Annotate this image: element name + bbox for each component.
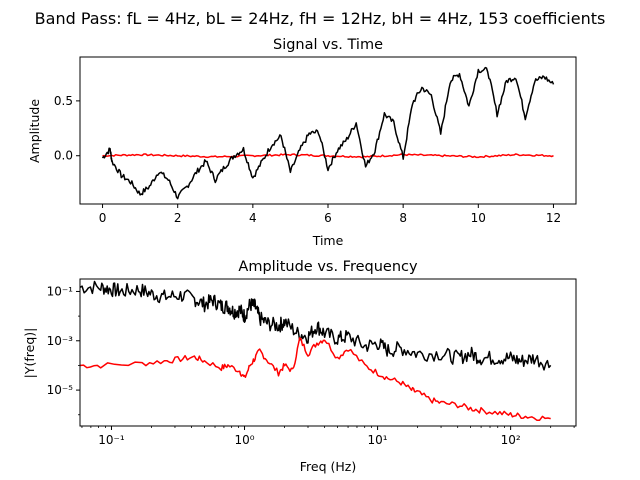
- signal-vs-time-chart: Signal vs. Time 0 2 4 6 8 10 12 0.0 0.5 Time Am…: [27, 37, 577, 248]
- frequency-x-axis-label: Freq (Hz): [300, 459, 356, 474]
- frequency-x-axis: 10⁻¹ 10⁰ 10¹ 10²: [81, 426, 575, 447]
- amplitude-vs-frequency-chart: Amplitude vs. Frequency 10⁻¹ 10⁰ 10¹ 10² 10…: [22, 259, 577, 474]
- original-signal-line: [101, 66, 555, 200]
- filtered-signal-line: [102, 153, 554, 159]
- signal-y-tick-label: 0.5: [54, 94, 73, 108]
- frequency-x-tick-label: 10²: [501, 433, 521, 447]
- filtered-spectrum-line: [79, 337, 551, 421]
- frequency-chart-frame: [79, 278, 577, 427]
- signal-chart-frame: [79, 56, 577, 205]
- signal-y-axis: 0.0 0.5: [54, 94, 80, 163]
- frequency-y-tick-label: 10⁻⁵: [47, 383, 74, 397]
- signal-x-axis: 0 2 4 6 8 10 12: [99, 204, 561, 225]
- frequency-y-axis-label: |Y(freq)|: [22, 328, 37, 379]
- frequency-chart-title: Amplitude vs. Frequency: [238, 259, 418, 275]
- signal-x-tick-label: 4: [249, 211, 257, 225]
- signal-x-tick-label: 0: [99, 211, 107, 225]
- signal-chart-title: Signal vs. Time: [273, 37, 383, 53]
- signal-y-axis-label: Amplitude: [27, 99, 42, 163]
- signal-y-tick-label: 0.0: [54, 149, 73, 163]
- frequency-y-tick-label: 10⁻³: [47, 334, 74, 348]
- signal-x-axis-label: Time: [312, 233, 344, 248]
- frequency-y-tick-label: 10⁻¹: [47, 284, 74, 298]
- frequency-x-tick-label: 10⁻¹: [98, 433, 125, 447]
- signal-x-tick-label: 10: [471, 211, 486, 225]
- original-spectrum-series: [79, 280, 552, 371]
- frequency-x-tick-label: 10⁰: [234, 433, 254, 447]
- original-spectrum-line: [79, 280, 552, 371]
- filtered-signal-series: [102, 153, 554, 159]
- signal-x-tick-label: 2: [174, 211, 182, 225]
- original-signal-series: [101, 66, 555, 200]
- signal-x-tick-label: 8: [399, 211, 407, 225]
- frequency-y-axis: 10⁻⁵ 10⁻³ 10⁻¹: [47, 284, 80, 416]
- signal-x-tick-label: 12: [546, 211, 561, 225]
- frequency-x-tick-label: 10¹: [368, 433, 388, 447]
- filtered-spectrum-series: [79, 337, 551, 421]
- figure-suptitle: Band Pass: fL = 4Hz, bL = 24Hz, fH = 12H…: [35, 9, 606, 28]
- signal-x-tick-label: 6: [324, 211, 332, 225]
